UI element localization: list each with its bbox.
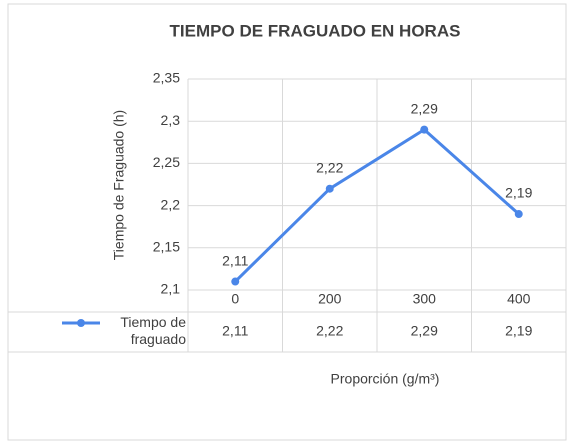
series-line (234, 127, 520, 283)
y-tick-label: 2,1 (161, 281, 181, 297)
data-point (420, 125, 429, 134)
y-tick-label: 2,35 (153, 70, 180, 86)
data-label: 2,29 (411, 100, 438, 116)
x-tick-label: 300 (413, 291, 437, 307)
data-label: 2,22 (316, 159, 343, 175)
legend-label: Tiempo de fraguado (120, 314, 186, 347)
x-tick-label: 0 (231, 291, 239, 307)
y-tick-label: 2,3 (161, 112, 181, 128)
y-tick-label: 2,2 (161, 196, 181, 212)
chart-border (7, 3, 567, 441)
data-point (514, 210, 523, 219)
x-axis-title: Proporción (g/m³) (331, 371, 440, 387)
y-tick-label: 2,15 (153, 239, 180, 255)
table-value: 2,19 (505, 323, 532, 339)
y-axis-title: Tiempo de Fraguado (h) (111, 110, 127, 260)
data-point (325, 184, 334, 193)
table-value: 2,11 (222, 323, 248, 339)
table-value: 2,29 (411, 323, 438, 339)
chart-title: TIEMPO DE FRAGUADO EN HORAS (170, 21, 461, 40)
x-tick-label: 400 (507, 291, 531, 307)
table-value: 2,22 (316, 323, 343, 339)
x-tick-label: 200 (318, 291, 342, 307)
legend-marker (77, 319, 85, 327)
data-label: 2,11 (222, 252, 248, 268)
data-label: 2,19 (505, 185, 532, 201)
data-point (231, 277, 240, 286)
y-tick-label: 2,25 (153, 154, 180, 170)
